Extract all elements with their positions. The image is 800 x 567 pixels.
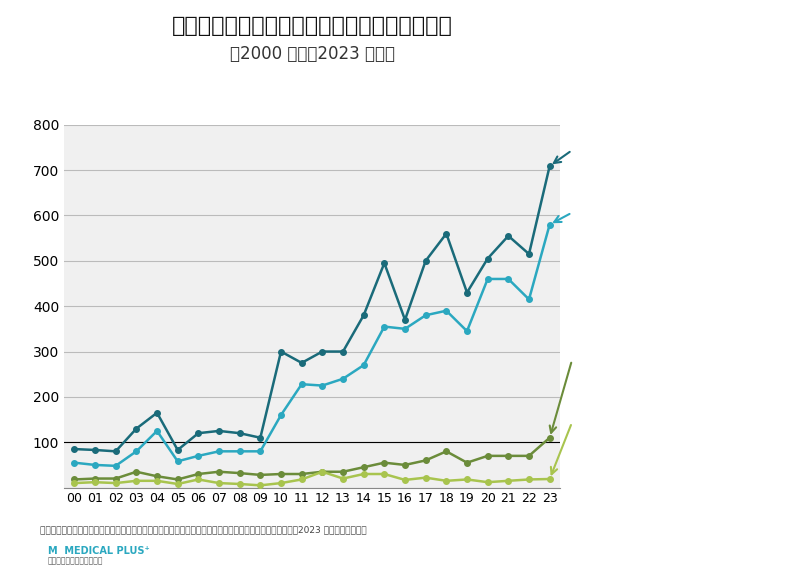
Text: 株式会社メディカルプラス: 株式会社メディカルプラス (48, 557, 103, 566)
Text: （2000 年度～2023 年度）: （2000 年度～2023 年度） (230, 45, 394, 63)
Text: 病院: 病院 (675, 408, 689, 420)
Text: M  MEDICAL PLUS⁺: M MEDICAL PLUS⁺ (48, 546, 150, 556)
Text: 580 件（過去最多）: 580 件（過去最多） (645, 222, 719, 235)
Text: 医療機関経営事業者の休廃業・解散件数の推移: 医療機関経営事業者の休廃業・解散件数の推移 (171, 15, 453, 36)
Text: 歯科医院: 歯科医院 (668, 345, 696, 358)
Text: 709 件（過去最多）: 709 件（過去最多） (645, 160, 719, 172)
Text: 医療機関　合計: 医療機関 合計 (658, 136, 706, 148)
Text: 19 件: 19 件 (669, 432, 695, 445)
Text: 診療所: 診療所 (671, 198, 693, 210)
Text: 110 件（過去最多）: 110 件（過去最多） (645, 370, 719, 382)
Text: ＊医療機関経営事業者の休廃業・解散件数の推移（出典：帝国データバンク「医療機関の『休廃業・解散』2023 年度　動向調査」: ＊医療機関経営事業者の休廃業・解散件数の推移（出典：帝国データバンク「医療機関の… (40, 526, 366, 535)
